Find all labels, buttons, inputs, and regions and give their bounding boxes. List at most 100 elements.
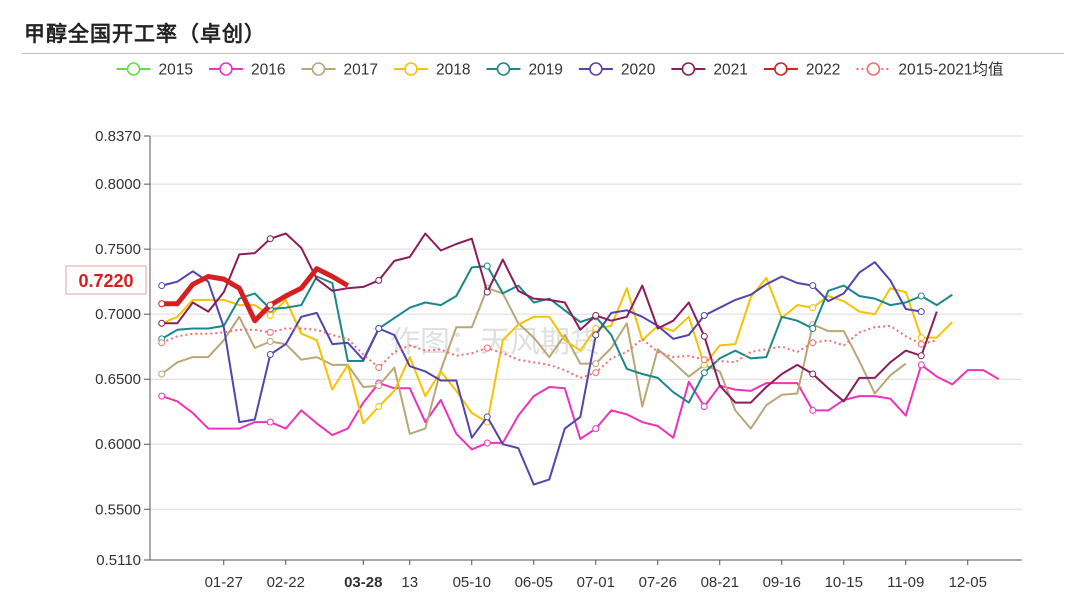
data-point — [266, 351, 274, 359]
data-point — [158, 392, 166, 400]
x-tick-label: 07-26 — [639, 574, 677, 591]
data-point — [266, 311, 274, 319]
x-tick-label: 12-05 — [949, 574, 987, 591]
x-tick-label: 06-05 — [515, 574, 553, 591]
legend-label: 2015 — [159, 62, 193, 79]
data-point — [483, 344, 491, 352]
data-point — [266, 328, 274, 336]
data-point — [483, 439, 491, 447]
legend-item-2018[interactable]: 2018 — [393, 62, 470, 79]
data-point — [375, 382, 383, 390]
data-point — [375, 364, 383, 372]
x-tick-label: 01-27 — [205, 574, 243, 591]
x-tick-label: 03-28 — [344, 574, 382, 591]
series-line-2020 — [161, 261, 922, 486]
x-tick-label: 13 — [401, 574, 418, 591]
data-point — [700, 356, 708, 364]
watermark: 作图：天风期货 — [390, 326, 600, 359]
x-tick-label: 09-16 — [763, 574, 801, 591]
data-point — [158, 300, 166, 308]
current-value-text: 0.7220 — [78, 271, 133, 291]
legend-marker-icon — [774, 62, 788, 76]
data-point — [700, 332, 708, 340]
series-line-2022 — [161, 266, 350, 324]
legend-item-2015[interactable]: 2015 — [116, 62, 193, 79]
data-point — [917, 308, 925, 316]
legend-marker-icon — [866, 62, 881, 76]
x-tick-label: 10-15 — [825, 574, 863, 591]
data-point — [809, 406, 817, 414]
x-tick-label: 11-09 — [887, 574, 924, 591]
legend-marker-icon — [589, 62, 603, 76]
y-tick-label: 0.5500 — [95, 501, 141, 518]
y-axis: 0.8370 0.8000 0.7500 0.7000 0.6500 0.6000 0.55… — [95, 128, 151, 569]
x-tick-label: 08-21 — [701, 574, 739, 591]
x-tick-label: 02-22 — [267, 574, 305, 591]
legend-label: 2020 — [621, 62, 656, 79]
legend-item-2015-2021均值[interactable]: 2015-2021均值 — [856, 61, 1003, 79]
legend-label: 2017 — [343, 62, 377, 79]
data-point — [158, 339, 166, 347]
series-line-2021 — [161, 232, 938, 404]
data-point — [592, 360, 600, 368]
y-tick-label: 0.7000 — [95, 306, 141, 323]
data-point — [158, 370, 166, 378]
data-point — [592, 331, 600, 339]
series-line-2015-2021均值 — [161, 324, 938, 379]
data-point — [809, 324, 817, 332]
series-lines — [158, 232, 1000, 486]
data-point — [592, 425, 600, 433]
grid-lines — [150, 135, 1022, 561]
chart-title: 甲醇全国开工率（卓创） — [24, 21, 266, 46]
data-point — [809, 282, 817, 290]
legend-item-2019[interactable]: 2019 — [486, 62, 563, 79]
legend-item-2022[interactable]: 2022 — [763, 62, 840, 79]
legend-item-2021[interactable]: 2021 — [671, 62, 748, 79]
legend-label: 2016 — [251, 62, 285, 79]
data-point — [266, 418, 274, 426]
data-point — [266, 235, 274, 243]
data-point — [483, 262, 491, 270]
data-point — [917, 361, 925, 369]
legend-marker-icon — [404, 62, 418, 76]
series-line-2018 — [161, 276, 954, 425]
data-point — [592, 311, 600, 319]
legend-label: 2021 — [713, 62, 747, 79]
data-point — [483, 413, 491, 421]
x-axis: 01-27 02-22 03-28 13 05-10 06-05 07-01 07-26 08-… — [150, 559, 1022, 591]
data-point — [917, 340, 925, 348]
data-point — [917, 292, 925, 300]
data-point — [592, 324, 600, 332]
legend: 2015 2016 2017 2018 2019 2020 2021 2022 2015-202… — [116, 61, 1003, 79]
legend-marker-icon — [126, 62, 141, 76]
data-point — [158, 319, 166, 327]
data-point — [266, 301, 274, 309]
data-point — [809, 370, 817, 378]
data-point — [700, 311, 708, 319]
x-tick-label: 07-01 — [577, 574, 615, 591]
legend-marker-icon — [681, 62, 696, 76]
data-point — [375, 324, 383, 332]
data-point — [266, 337, 274, 345]
legend-label: 2015-2021均值 — [898, 61, 1003, 79]
series-line-2019 — [161, 265, 953, 404]
data-point — [375, 403, 383, 411]
data-point — [809, 304, 817, 312]
data-point — [917, 334, 925, 342]
y-tick-label: 0.6000 — [95, 436, 141, 453]
legend-item-2020[interactable]: 2020 — [578, 62, 656, 79]
data-point — [917, 352, 925, 360]
legend-item-2017[interactable]: 2017 — [301, 62, 378, 79]
data-point — [592, 369, 600, 377]
series-line-2016 — [161, 363, 1000, 451]
y-tick-label: 0.7500 — [95, 241, 141, 258]
x-tick-label: 05-10 — [453, 574, 491, 591]
title-divider — [22, 53, 1064, 54]
legend-marker-icon — [311, 62, 326, 76]
legend-marker-icon — [219, 62, 233, 76]
data-point — [158, 282, 166, 290]
data-point — [483, 288, 491, 296]
legend-label: 2022 — [806, 62, 840, 79]
legend-item-2016[interactable]: 2016 — [208, 62, 285, 79]
